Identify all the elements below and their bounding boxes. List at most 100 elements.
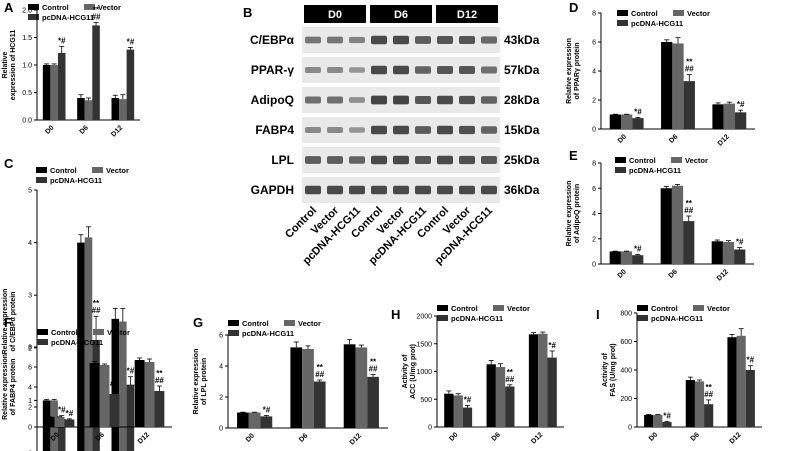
y-tick-label: 1.0 <box>22 63 32 70</box>
bar-pcdna-hcg11-d0 <box>462 407 473 427</box>
y-tick-label: 1000 <box>416 369 432 376</box>
legend-label: Vector <box>707 304 730 313</box>
y-tick-label: 600 <box>620 339 632 346</box>
bar-control-d6 <box>77 242 85 451</box>
timepoint-header-d6 <box>370 5 432 23</box>
bar-control-d0 <box>609 114 622 129</box>
blot-band <box>349 156 365 164</box>
blot-band <box>393 185 409 195</box>
legend-label: Control <box>51 328 78 337</box>
significance-mark: ## <box>505 375 514 384</box>
blot-band <box>327 36 343 44</box>
y-tick-label: 4 <box>28 240 32 247</box>
y-axis-label: of C/EBPα protein <box>10 292 17 352</box>
significance-mark: ## <box>684 206 693 215</box>
x-tick-label: D6 <box>298 432 309 443</box>
blot-band <box>481 96 497 104</box>
legend-label: pcDNA-HCG11 <box>631 19 683 28</box>
legend-swatch-pcdna-hcg11 <box>637 315 648 321</box>
bar-vector-d6 <box>84 237 93 451</box>
legend-label: Vector <box>107 328 130 337</box>
bar-control-d0 <box>609 251 621 264</box>
bar-pcdna-hcg11-d0 <box>64 419 75 427</box>
bar-pcdna-hcg11-d6 <box>505 386 515 427</box>
significance-mark: *# <box>66 409 74 418</box>
y-tick-label: 2 <box>592 236 596 243</box>
blot-band <box>349 185 365 195</box>
blot-band <box>437 95 453 105</box>
bar-vector-d12 <box>119 99 127 120</box>
bar-control-d0 <box>644 414 654 427</box>
bar-vector-d0 <box>620 251 633 264</box>
significance-mark: *# <box>736 238 744 247</box>
panel-letter: F <box>4 315 12 330</box>
legend-label: Vector <box>106 166 129 175</box>
molecular-weight-label: 25kDa <box>504 153 540 167</box>
legend-swatch-pcdna-hcg11 <box>437 315 448 321</box>
timepoint-label: D0 <box>328 9 342 21</box>
x-tick-label: D0 <box>50 431 61 442</box>
y-tick-label: 500 <box>420 397 432 404</box>
bar-vector-d6 <box>84 100 93 120</box>
blot-band <box>481 185 497 195</box>
legend-swatch-control <box>437 305 448 311</box>
bar-vector-d12 <box>538 333 548 427</box>
blot-band <box>393 65 409 75</box>
y-tick-label: 8 <box>592 161 596 168</box>
bar-pcdna-hcg11-d12 <box>734 112 747 129</box>
legend-label: Vector <box>98 3 121 12</box>
legend-swatch-control <box>617 10 628 16</box>
y-tick-label: 400 <box>620 368 632 375</box>
protein-label: AdipoQ <box>251 93 294 107</box>
bar-control-d6 <box>290 347 303 428</box>
blot-band <box>437 185 453 195</box>
legend-swatch-control <box>228 320 239 326</box>
legend-label: pcDNA-HCG11 <box>651 314 703 323</box>
bar-vector-d0 <box>453 395 463 427</box>
bar-control-d12 <box>111 318 120 451</box>
legend-swatch-vector <box>671 157 682 163</box>
bar-pcdna-hcg11-d0 <box>662 422 672 427</box>
blot-band <box>437 36 453 44</box>
significance-mark: ** <box>507 368 514 377</box>
bar-control-d6 <box>661 42 673 129</box>
blot-band <box>371 35 387 45</box>
legend-swatch-pcdna-hcg11 <box>617 20 628 26</box>
protein-label: GAPDH <box>251 183 294 197</box>
chart-legend: Control Vector pcDNA-HCG11 <box>228 319 321 338</box>
x-tick-label: D6 <box>690 431 701 442</box>
molecular-weight-label: 36kDa <box>504 183 540 197</box>
blot-band <box>371 155 387 165</box>
y-tick-label: 0 <box>428 425 432 432</box>
bar-control-d12 <box>528 334 539 427</box>
bar-control-d6 <box>89 363 100 427</box>
panel-letter: B <box>243 5 252 20</box>
bar-vector-d6 <box>99 365 110 427</box>
x-tick-label: D0 <box>648 431 659 442</box>
significance-mark: ## <box>369 365 378 374</box>
blot-band <box>437 66 453 74</box>
timepoint-header-d0 <box>304 5 366 23</box>
chart-legend: Control Vector pcDNA-HCG11 <box>617 9 710 28</box>
panel-letter: A <box>4 0 14 15</box>
bar-vector-d0 <box>248 412 261 428</box>
bar-control-d0 <box>42 65 51 120</box>
bar-control-d0 <box>444 393 454 427</box>
bar-pcdna-hcg11-d6 <box>109 394 120 427</box>
blot-band <box>415 96 431 104</box>
legend-label: Vector <box>687 9 710 18</box>
bar-pcdna-hcg11-d12 <box>547 357 557 427</box>
significance-mark: ** <box>370 358 377 367</box>
blot-band <box>437 155 453 165</box>
chart-legend: Control Vector pcDNA-HCG11 <box>36 166 129 185</box>
legend-label: Control <box>651 304 678 313</box>
bar-pcdna-hcg11-d6 <box>704 404 714 427</box>
significance-mark: ## <box>110 379 119 388</box>
legend-swatch-pcdna-hcg11 <box>28 14 39 20</box>
protein-label: C/EBPα <box>250 33 295 47</box>
significance-mark: *# <box>663 411 671 420</box>
legend-swatch-control <box>637 305 648 311</box>
significance-mark: *# <box>548 341 556 350</box>
y-axis-label: Activity of <box>602 352 609 387</box>
